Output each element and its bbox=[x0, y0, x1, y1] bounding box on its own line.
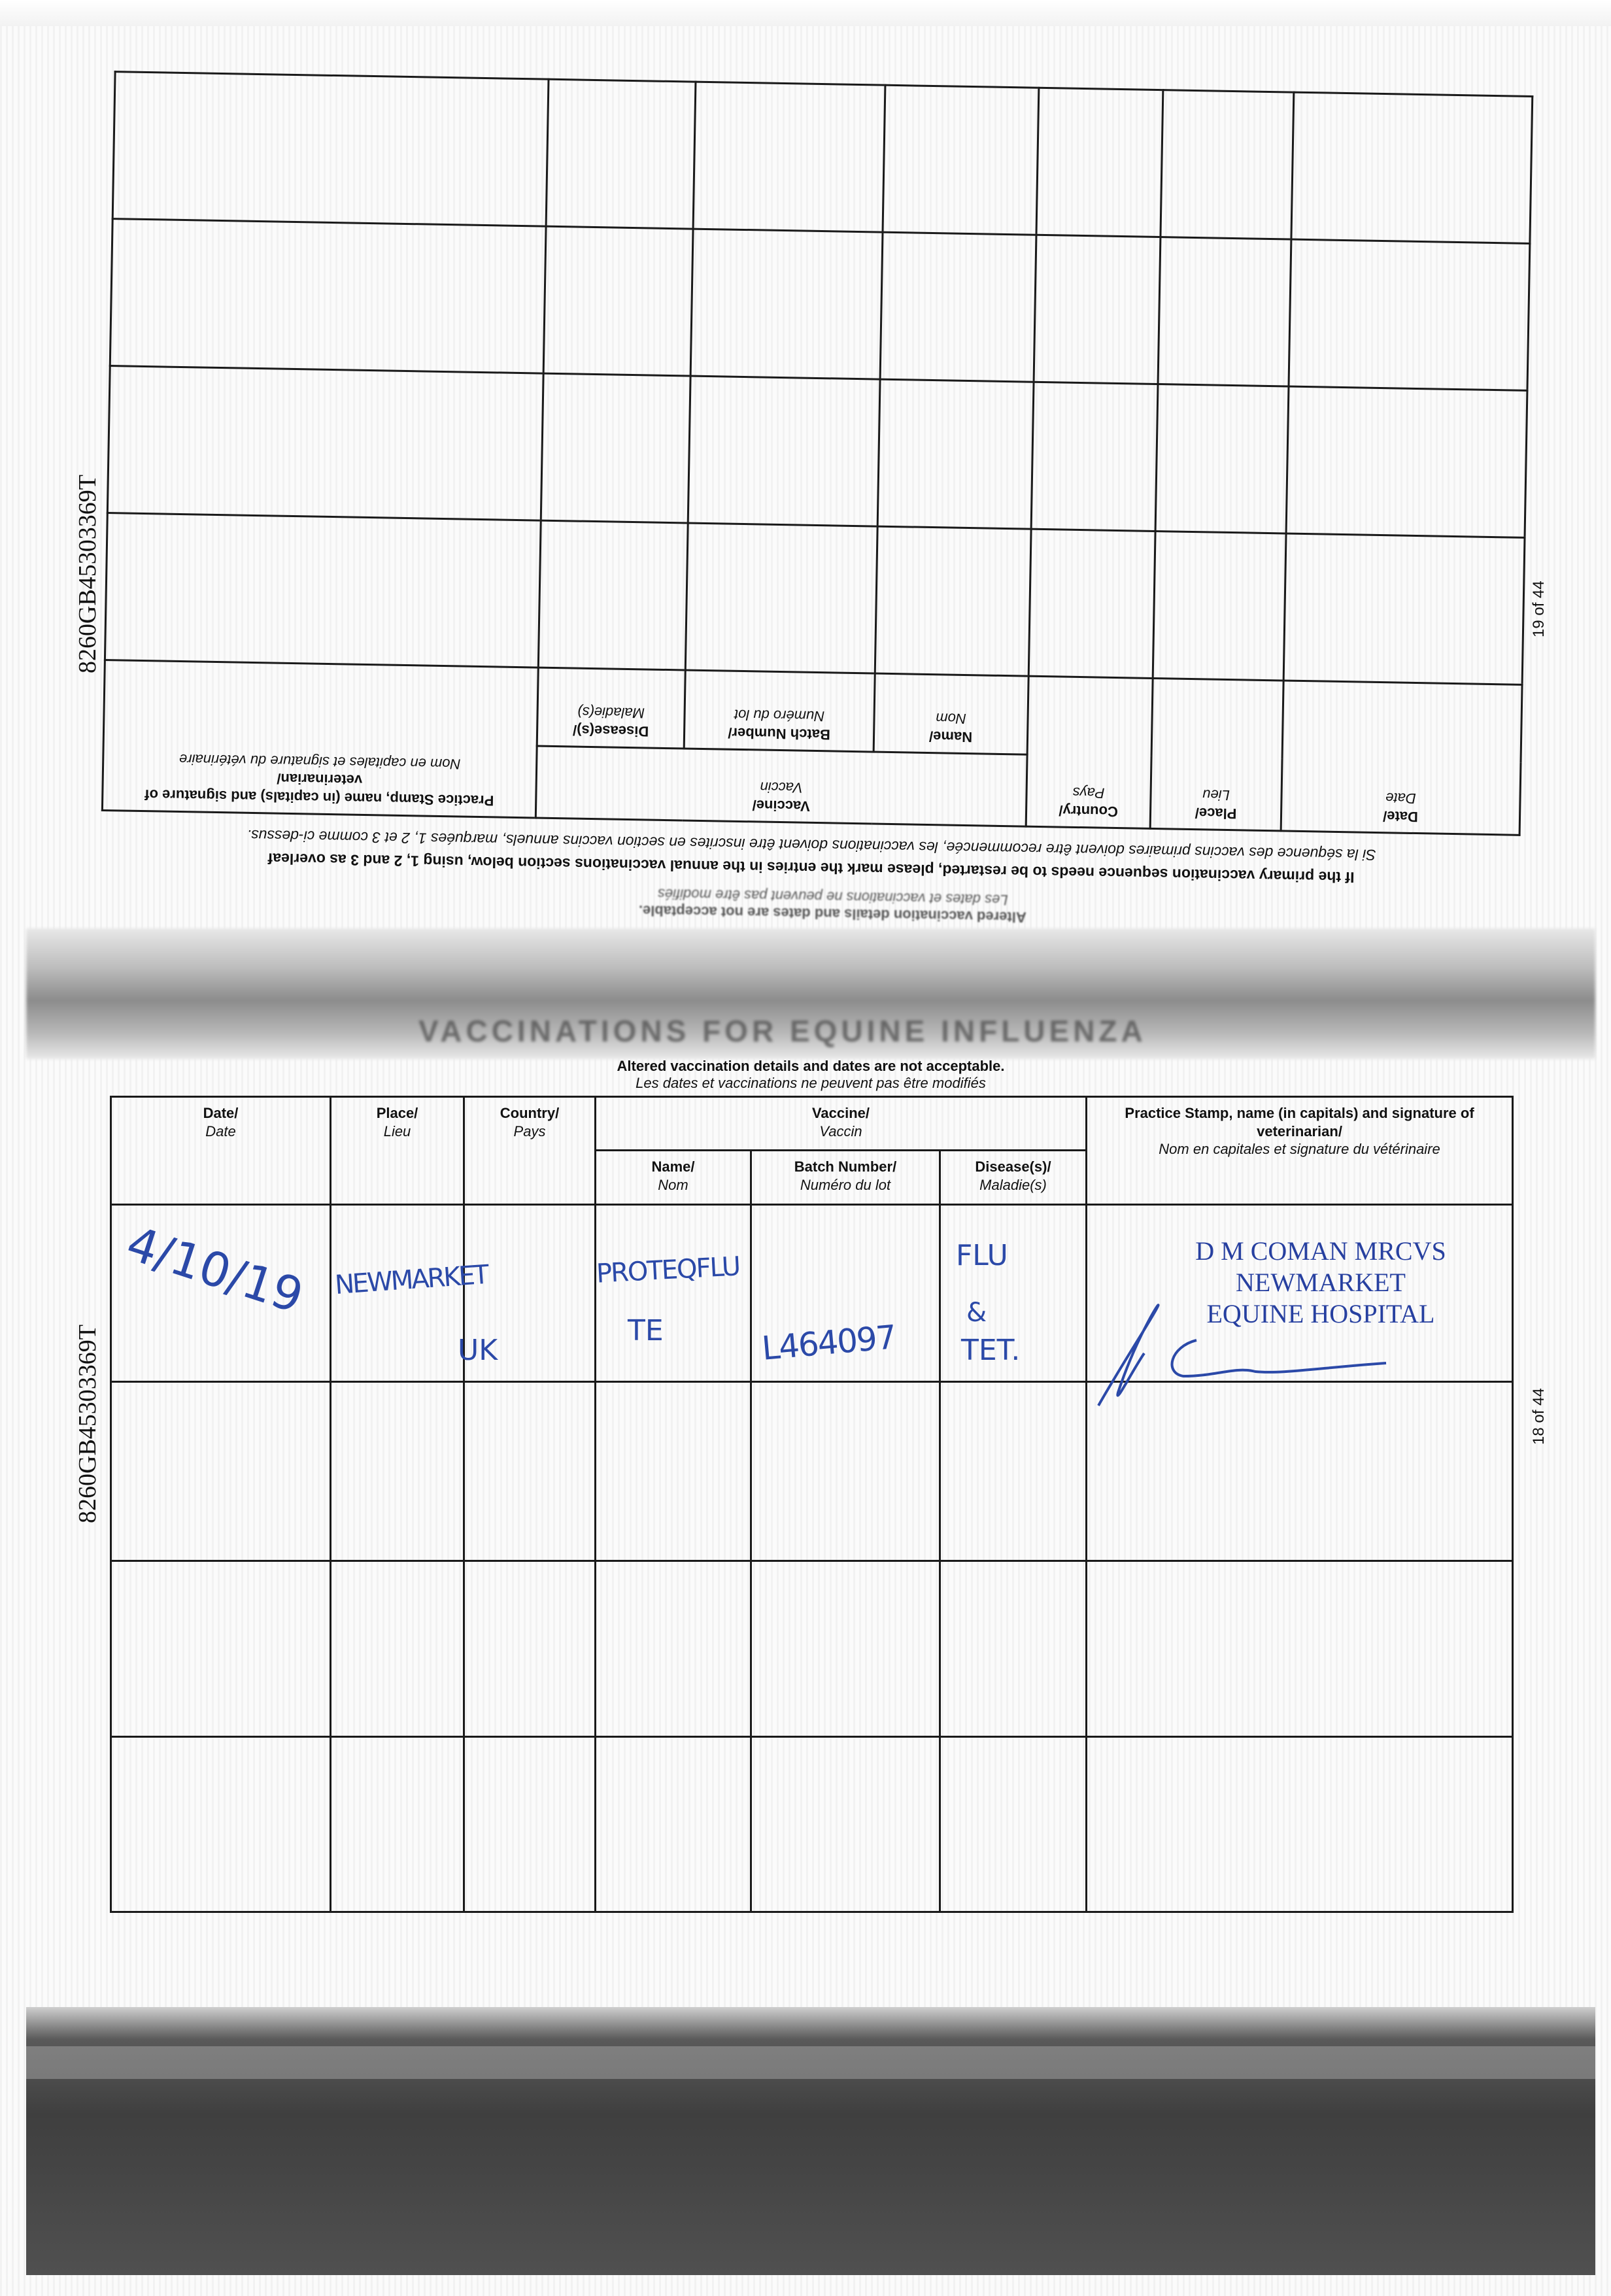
header-vaccine: Vaccine/Vaccin bbox=[594, 1096, 1088, 1151]
scan-edge bbox=[0, 0, 1611, 26]
entry-country: UK bbox=[458, 1334, 498, 1367]
table-row bbox=[105, 513, 1525, 685]
table-row bbox=[110, 1560, 1514, 1738]
header-date: Date/Date bbox=[110, 1096, 331, 1206]
vaccination-table-page-18: Date/Date Place/Lieu Country/Pays Vaccin… bbox=[110, 1096, 1514, 1913]
table-row bbox=[112, 71, 1533, 244]
table-row bbox=[107, 365, 1527, 538]
table-row bbox=[110, 1736, 1514, 1913]
table-row bbox=[110, 1381, 1514, 1562]
header-place: Place/Lieu bbox=[1150, 678, 1284, 831]
table-row bbox=[110, 218, 1530, 391]
header-country: Country/Pays bbox=[463, 1096, 596, 1206]
header-disease: Disease(s)/Maladie(s) bbox=[537, 667, 686, 749]
header-country: Country/Pays bbox=[1026, 676, 1153, 829]
altered-details-notice: Altered vaccination details and dates ar… bbox=[617, 1058, 1005, 1091]
serial-number-bottom: 8260GB45303369T bbox=[74, 1325, 101, 1523]
entry-disease-line3: TET. bbox=[961, 1334, 1021, 1367]
entry-disease-line1: FLU bbox=[956, 1239, 1008, 1272]
page-19: Date/Date Place/Lieu Country/Pays Vaccin… bbox=[101, 40, 1534, 926]
header-name: Name/Nom bbox=[594, 1149, 752, 1206]
entry-vaccine-name-line2: TE bbox=[628, 1314, 664, 1347]
header-disease: Disease(s)/Maladie(s) bbox=[938, 1149, 1088, 1206]
header-date: Date/Date bbox=[1281, 680, 1523, 836]
veterinarian-signature bbox=[1097, 1304, 1387, 1406]
header-practice: Practice Stamp, name (in capitals) and s… bbox=[102, 660, 539, 819]
header-name: Name/Nom bbox=[873, 673, 1029, 755]
header-batch: Batch Number/Numéro du lot bbox=[750, 1149, 941, 1206]
header-batch: Batch Number/Numéro du lot bbox=[684, 669, 875, 752]
fold-title: VACCINATIONS FOR EQUINE INFLUENZA bbox=[418, 1014, 1147, 1048]
serial-number-top: 8260GB45303369T bbox=[74, 475, 101, 673]
header-vaccine: Vaccine/Vaccin bbox=[535, 746, 1028, 827]
book-fold bbox=[26, 928, 1595, 1059]
vaccination-table-page-19: Date/Date Place/Lieu Country/Pays Vaccin… bbox=[101, 71, 1533, 836]
header-place: Place/Lieu bbox=[330, 1096, 465, 1206]
scanner-background bbox=[26, 2007, 1595, 2275]
table-row-entry bbox=[110, 1204, 1514, 1383]
page-number-18: 18 of 44 bbox=[1530, 1388, 1548, 1445]
entry-disease-line2: & bbox=[966, 1298, 987, 1328]
header-practice: Practice Stamp, name (in capitals) and s… bbox=[1085, 1096, 1514, 1206]
page-number-19: 19 of 44 bbox=[1530, 581, 1548, 637]
practice-stamp: D M COMAN MRCVS NEWMARKET EQUINE HOSPITA… bbox=[1195, 1236, 1446, 1328]
